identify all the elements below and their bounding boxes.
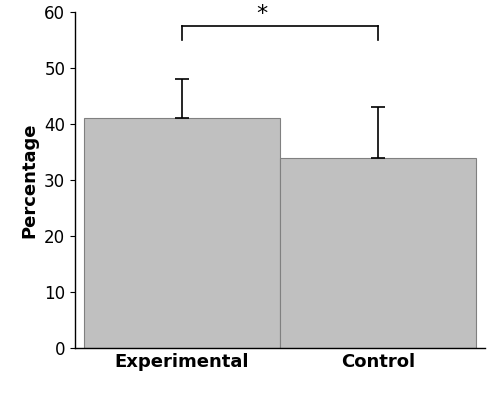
Text: *: *: [256, 4, 268, 24]
Bar: [84, 118, 280, 348]
Y-axis label: Percentage: Percentage: [20, 122, 38, 238]
Bar: [280, 158, 476, 348]
